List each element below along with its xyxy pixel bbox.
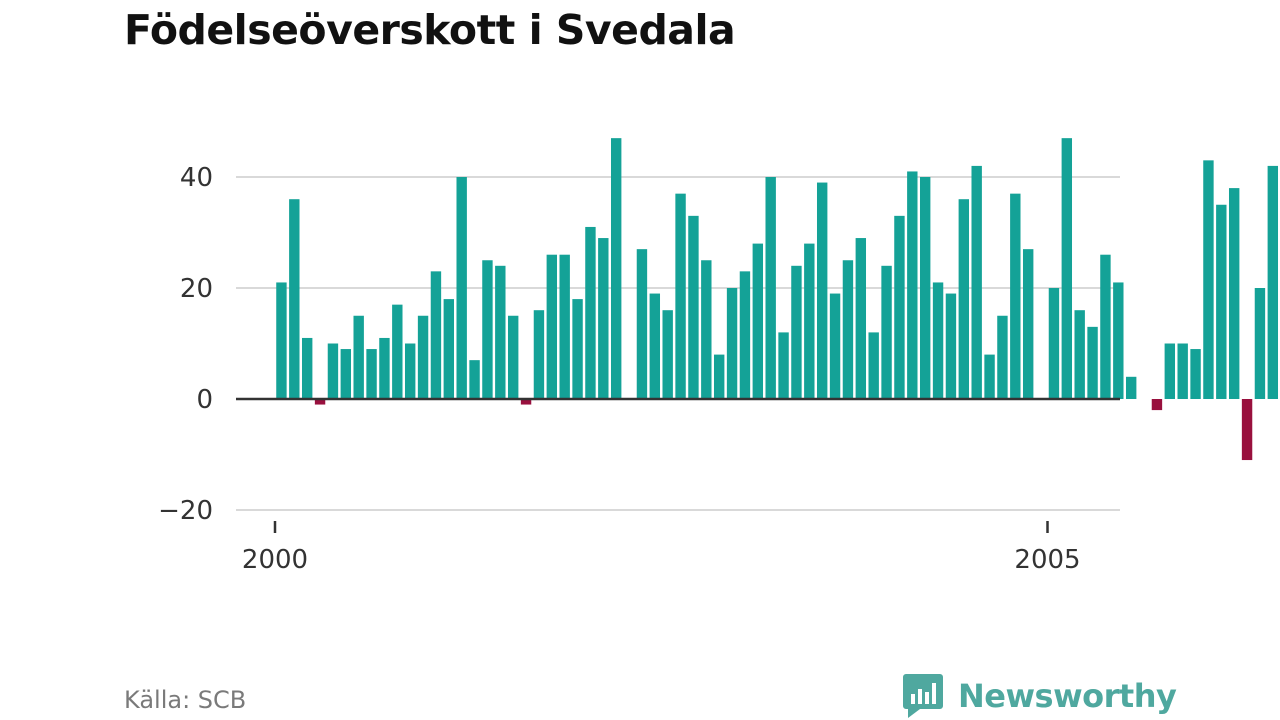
bar: [636, 249, 648, 399]
bar: [443, 299, 455, 399]
bar: [778, 332, 789, 399]
brand[interactable]: Newsworthy: [902, 672, 1177, 720]
bar: [662, 310, 673, 399]
bar: [868, 332, 879, 399]
bar: [829, 293, 841, 399]
bar: [379, 337, 390, 399]
bar: [546, 254, 558, 399]
bar: [1203, 160, 1214, 399]
x-axis-ticks: 200020052010201520202025: [242, 521, 1081, 575]
bar: [430, 271, 442, 399]
bar: [765, 177, 776, 399]
bar: [842, 260, 854, 399]
bar: [919, 177, 931, 399]
bar: [1010, 193, 1021, 399]
bar: [507, 315, 519, 399]
bar: [1177, 343, 1188, 399]
bar: [932, 282, 944, 399]
bar: [520, 399, 532, 405]
bar: [1190, 349, 1201, 399]
bar: [392, 304, 403, 399]
bar: [276, 282, 287, 399]
bar: [713, 354, 725, 399]
bar: [816, 182, 828, 399]
bar: [1048, 288, 1060, 399]
y-tick-label: −20: [158, 496, 213, 526]
bar: [559, 254, 570, 399]
newsworthy-logo-icon: [903, 674, 943, 718]
bar: [958, 199, 970, 399]
bar: [726, 288, 738, 399]
bar: [907, 171, 918, 399]
bar: [533, 310, 545, 399]
bar: [997, 315, 1008, 399]
bar: [894, 215, 905, 399]
bar: [610, 138, 622, 399]
source-note: Källa: SCB: [124, 686, 247, 714]
bar: [804, 243, 815, 399]
bar: [971, 165, 982, 399]
bar: [340, 349, 352, 399]
bar: [1228, 188, 1240, 399]
bar: [482, 260, 493, 399]
bar: [314, 399, 326, 405]
bar: [1074, 310, 1085, 399]
bar: [1113, 282, 1124, 399]
bar: [327, 343, 339, 399]
bar: [855, 238, 867, 399]
bar: [1061, 138, 1073, 399]
x-tick-label: 2000: [242, 545, 308, 575]
bar: [1125, 376, 1137, 399]
bar: [1151, 399, 1163, 411]
bar: [945, 293, 957, 399]
chart-title: Födelseöverskott i Svedala: [124, 6, 736, 54]
bar: [598, 238, 609, 399]
bar: [1254, 288, 1266, 399]
bar: [984, 354, 995, 399]
bar: [585, 226, 596, 399]
y-tick-label: 40: [180, 163, 213, 193]
bar: [649, 293, 661, 399]
y-axis-tick-labels: −20 0 20 40: [158, 163, 213, 526]
bar: [1241, 399, 1253, 461]
bar: [572, 299, 583, 399]
bar: [353, 315, 364, 399]
bar: [456, 177, 467, 399]
bar: [301, 337, 313, 399]
bar: [417, 315, 429, 399]
bar: [366, 349, 377, 399]
bar: [289, 199, 300, 399]
bar: [1267, 165, 1279, 399]
bar: [1100, 254, 1111, 399]
y-tick-label: 20: [180, 274, 213, 304]
bar: [701, 260, 712, 399]
bar: [404, 343, 416, 399]
bar: [791, 265, 802, 399]
bar: [739, 271, 751, 399]
y-tick-label: 0: [196, 385, 213, 415]
bar: [752, 243, 764, 399]
bar: [1087, 326, 1098, 399]
bar: [881, 265, 892, 399]
bar: [495, 265, 506, 399]
bar: [469, 360, 480, 399]
bar: [1022, 249, 1034, 399]
bar: [675, 193, 686, 399]
bar: [688, 215, 699, 399]
x-tick-label: 2005: [1014, 545, 1080, 575]
bar: [1164, 343, 1176, 399]
brand-name: Newsworthy: [958, 677, 1177, 715]
bars: [276, 138, 1279, 461]
bar: [1216, 204, 1227, 399]
